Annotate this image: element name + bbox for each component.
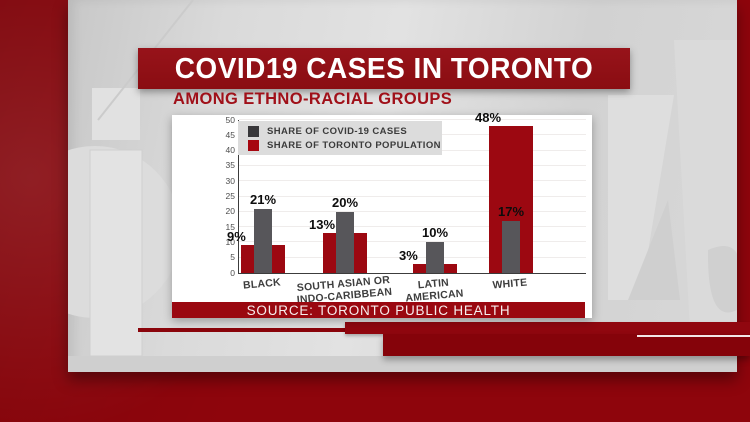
red-band-lower — [383, 334, 750, 356]
legend-swatch — [248, 139, 259, 151]
legend-label: SHARE OF TORONTO POPULATION — [267, 139, 441, 151]
cases-bar — [336, 211, 354, 273]
chart-subtitle: AMONG ETHNO-RACIAL GROUPS — [173, 90, 453, 108]
grid-line — [239, 119, 586, 120]
legend-row: SHARE OF TORONTO POPULATION — [248, 139, 442, 151]
cases-value-label: 21% — [249, 191, 277, 207]
cases-bar — [502, 220, 520, 273]
cases-bar — [254, 208, 272, 273]
y-axis-tick: 15 — [225, 221, 235, 232]
legend-swatch — [248, 125, 259, 137]
legend-row: SHARE OF COVID-19 CASES — [248, 125, 442, 137]
y-axis-tick: 50 — [225, 114, 235, 125]
bar-group: 3% 10% — [399, 120, 457, 273]
source-banner: SOURCE: TORONTO PUBLIC HEALTH — [172, 302, 585, 318]
y-axis-tick: 0 — [230, 267, 235, 278]
white-accent-line — [637, 335, 750, 337]
chart-card: 0 5 10 15 20 25 30 35 40 45 50 9% 21% 13% 20% 3% 10% 48% 1… — [172, 111, 592, 318]
grid-line — [239, 226, 586, 228]
grid-line — [239, 180, 586, 182]
cases-value-label: 20% — [331, 194, 359, 210]
legend-label: SHARE OF COVID-19 CASES — [267, 125, 408, 137]
population-value-label: 13% — [309, 217, 336, 233]
grid-line — [239, 210, 586, 212]
y-axis-tick: 5 — [230, 252, 235, 263]
grid-line — [239, 164, 586, 166]
y-axis-tick: 10 — [225, 236, 235, 247]
grid-line — [239, 256, 586, 258]
cases-value-label: 10% — [421, 225, 449, 241]
bar-group: 48% 17% — [475, 111, 533, 273]
grid-line — [239, 195, 586, 197]
title-banner: COVID19 CASES IN TORONTO — [138, 48, 630, 89]
population-value-label: 3% — [399, 247, 418, 263]
red-accent-line-left — [138, 328, 403, 332]
cases-value-label: 17% — [497, 203, 525, 219]
chart-legend: SHARE OF COVID-19 CASES SHARE OF TORONTO … — [238, 121, 442, 155]
y-axis-tick: 35 — [225, 160, 235, 171]
population-value-label: 48% — [475, 110, 502, 126]
y-axis-tick: 45 — [225, 129, 235, 140]
bar-group: 9% 21% — [227, 120, 285, 273]
y-axis-tick: 30 — [225, 175, 235, 186]
y-axis-tick: 25 — [225, 191, 235, 201]
page-title: COVID19 CASES IN TORONTO — [174, 52, 594, 84]
red-band-upper — [345, 322, 750, 334]
source-text: SOURCE: TORONTO PUBLIC HEALTH — [246, 302, 511, 318]
y-axis-tick: 20 — [225, 206, 235, 217]
cases-bar — [426, 242, 444, 273]
backdrop-embossed-shapes — [68, 0, 737, 372]
plot-area: 0 5 10 15 20 25 30 35 40 45 50 9% 21% 13% 20% 3% 10% 48% 1… — [226, 111, 586, 277]
y-axis-tick: 40 — [225, 145, 235, 156]
grid-line — [239, 241, 586, 243]
bar-group: 13% 20% — [309, 120, 367, 273]
population-value-label: 9% — [227, 229, 246, 245]
